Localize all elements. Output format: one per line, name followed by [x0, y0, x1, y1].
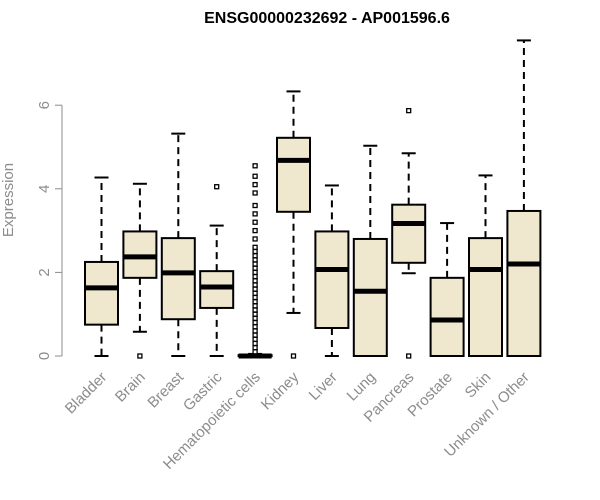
outlier-point — [252, 181, 258, 188]
iqr-box — [391, 203, 427, 264]
iqr-box — [199, 270, 235, 309]
iqr-box — [314, 230, 350, 329]
outlier-point — [252, 303, 258, 309]
box-1 — [84, 176, 119, 357]
outlier-point — [137, 353, 143, 359]
category-label: Bladder — [62, 369, 111, 418]
outlier-point — [252, 307, 258, 313]
outlier-point — [252, 227, 258, 234]
outlier-point — [406, 107, 412, 114]
iqr-box — [429, 276, 465, 358]
outlier-point — [252, 278, 258, 284]
outlier-point — [252, 202, 258, 209]
outlier-point — [252, 269, 258, 276]
outlier-point — [406, 353, 412, 359]
box-9 — [391, 107, 427, 359]
outlier-point — [252, 261, 258, 267]
category-label: Lung — [344, 369, 380, 405]
outlier-point — [252, 340, 258, 347]
category-label: Skin — [462, 369, 495, 402]
y-tick-label: 6 — [36, 101, 53, 109]
outlier-point — [252, 286, 258, 292]
iqr-box — [468, 237, 503, 357]
outlier-point — [252, 265, 258, 271]
y-axis: 0 2 4 6 — [36, 101, 63, 360]
box-4 — [199, 184, 235, 357]
outlier-point — [252, 219, 258, 225]
outlier-point — [252, 282, 258, 288]
outlier-point — [252, 236, 258, 242]
outlier-point — [252, 273, 258, 280]
y-tick-label: 4 — [36, 185, 53, 193]
outlier-point — [252, 315, 258, 322]
outlier-point — [252, 332, 258, 338]
iqr-box — [276, 136, 311, 213]
box-2 — [122, 182, 158, 359]
y-tick-label: 2 — [36, 268, 53, 276]
outlier-point — [252, 294, 258, 301]
outlier-point — [252, 349, 258, 355]
box-3 — [160, 132, 196, 357]
chart-title: ENSG00000232692 - AP001596.6 — [204, 10, 450, 27]
box-10 — [429, 222, 465, 358]
category-label: Brain — [112, 369, 149, 406]
outlier-point — [252, 248, 258, 255]
iqr-box — [506, 209, 542, 357]
category-label: Liver — [306, 369, 341, 404]
plot-area — [84, 39, 542, 359]
outlier-point — [252, 299, 258, 305]
box-12 — [506, 39, 542, 357]
outlier-point — [252, 290, 258, 296]
outlier-point — [252, 257, 258, 263]
box-6 — [276, 90, 311, 359]
outlier-point — [290, 353, 297, 359]
outlier-point — [252, 190, 258, 196]
box-7 — [314, 184, 350, 357]
box-8 — [352, 144, 388, 358]
outlier-point — [252, 244, 258, 250]
box-11 — [468, 174, 503, 357]
outlier-point — [252, 253, 258, 259]
box-5 — [237, 163, 273, 359]
outlier-point — [252, 319, 258, 326]
y-tick-label: 0 — [36, 352, 53, 360]
iqr-box — [160, 237, 196, 321]
y-axis-label: Expression — [0, 163, 17, 237]
outlier-point — [252, 344, 258, 351]
outlier-point — [252, 311, 258, 317]
outlier-point — [252, 163, 258, 169]
iqr-box — [352, 237, 388, 358]
outlier-point — [252, 328, 258, 334]
outlier-point — [252, 324, 258, 330]
iqr-box — [84, 260, 119, 326]
category-label: Kidney — [258, 368, 303, 413]
outlier-point — [252, 211, 258, 217]
outlier-point — [252, 173, 258, 179]
outlier-point — [252, 336, 258, 342]
outlier-point — [214, 184, 220, 190]
